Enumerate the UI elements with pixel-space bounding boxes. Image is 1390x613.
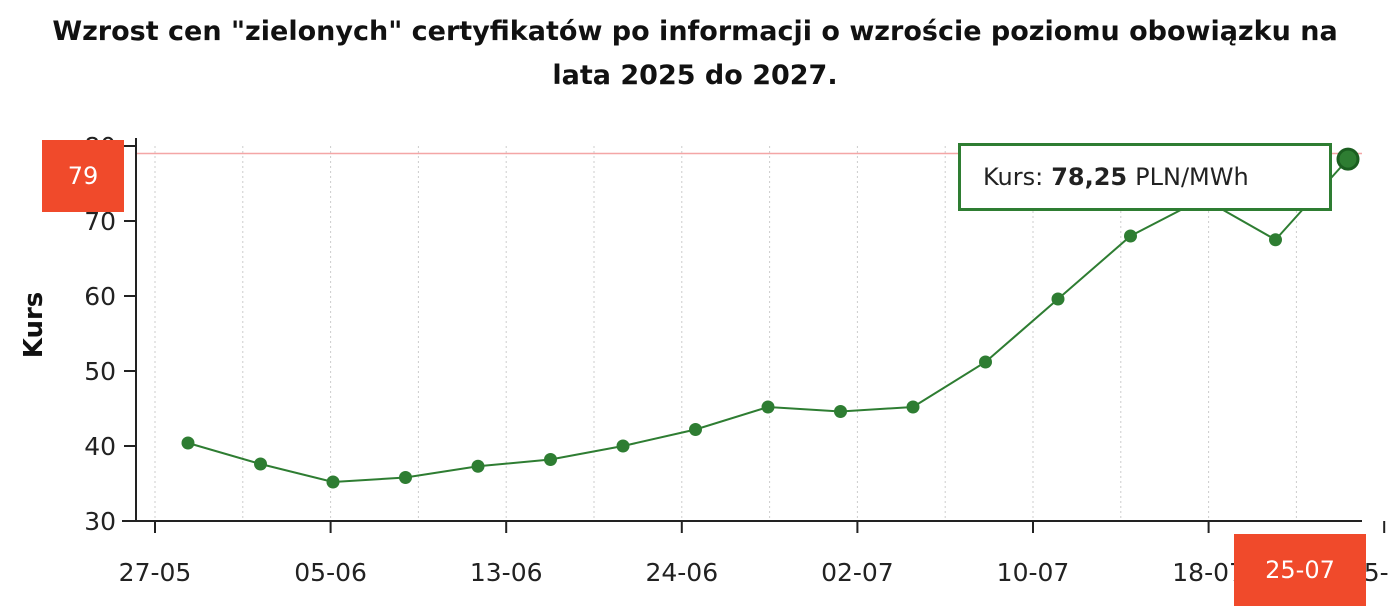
data-point bbox=[399, 471, 412, 484]
chart-title-line-2: lata 2025 do 2027. bbox=[552, 60, 838, 91]
data-point bbox=[471, 459, 485, 473]
data-point bbox=[544, 453, 557, 466]
chart-title-line-1: Wzrost cen "zielonych" certyfikatów po i… bbox=[52, 16, 1338, 47]
data-point bbox=[1336, 147, 1360, 171]
data-point bbox=[254, 457, 267, 471]
x-crosshair-flag: 25-07 bbox=[1234, 534, 1366, 606]
data-point bbox=[326, 475, 340, 489]
tooltip-value: 78,25 bbox=[1051, 163, 1128, 191]
data-point bbox=[1269, 233, 1282, 247]
y-crosshair-value: 79 bbox=[67, 162, 99, 190]
y-tick-label: 50 bbox=[84, 357, 116, 386]
x-tick-label: 13-06 bbox=[470, 558, 543, 587]
tooltip-unit: PLN/MWh bbox=[1135, 163, 1249, 191]
y-tick-label: 60 bbox=[84, 282, 116, 311]
x-tick-label: 10-07 bbox=[997, 558, 1070, 587]
data-point bbox=[616, 439, 630, 453]
value-tooltip: Kurs: 78,25 PLN/MWh bbox=[958, 143, 1332, 211]
y-crosshair-flag: 79 bbox=[42, 140, 124, 212]
x-tick-label: 27-05 bbox=[119, 558, 192, 587]
chart-title: Wzrost cen "zielonych" certyfikatów po i… bbox=[0, 10, 1390, 98]
data-point bbox=[689, 423, 702, 436]
tooltip-prefix: Kurs: bbox=[983, 163, 1044, 191]
x-crosshair-value: 25-07 bbox=[1265, 556, 1335, 584]
data-point bbox=[834, 405, 847, 418]
data-point bbox=[906, 400, 920, 414]
data-point bbox=[1051, 292, 1065, 306]
data-point bbox=[761, 400, 775, 414]
data-point bbox=[181, 436, 195, 450]
data-point bbox=[1124, 229, 1137, 243]
x-tick-label: 18-07 bbox=[1172, 558, 1245, 587]
y-tick-label: 30 bbox=[84, 507, 116, 536]
x-tick-label: 02-07 bbox=[821, 558, 894, 587]
y-tick-label: 40 bbox=[84, 432, 116, 461]
x-tick-label: 05-06 bbox=[294, 558, 367, 587]
data-point bbox=[979, 355, 992, 369]
x-tick-label: 24-06 bbox=[645, 558, 718, 587]
